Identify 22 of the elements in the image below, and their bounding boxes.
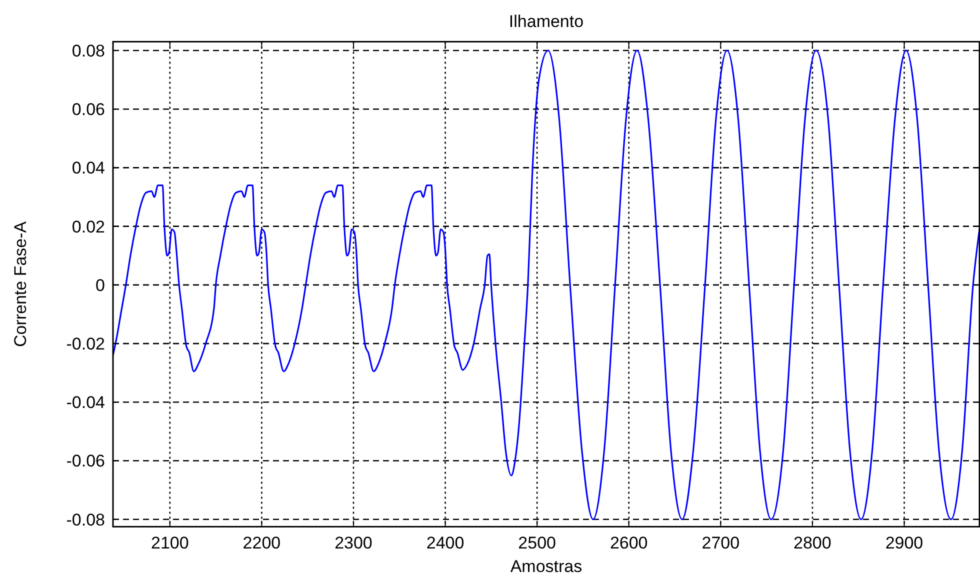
y-tick-label: 0.06 (72, 100, 105, 120)
x-tick-label: 2700 (702, 534, 740, 553)
x-tick-label: 2500 (518, 534, 556, 553)
x-tick-label: 2200 (242, 534, 281, 553)
line-series (113, 50, 980, 520)
chart-title: Ilhamento (508, 12, 584, 31)
x-tick-label: 2400 (426, 534, 464, 553)
y-tick-label: -0.08 (66, 510, 105, 530)
y-tick-label: -0.06 (66, 452, 105, 471)
y-tick-label: -0.04 (66, 393, 105, 412)
x-tick-label: 2600 (610, 534, 648, 553)
y-tick-label: 0.02 (72, 217, 105, 236)
y-tick-label: -0.02 (66, 334, 105, 354)
x-axis-title: Amostras (510, 557, 582, 576)
y-tick-label: 0.04 (72, 158, 105, 178)
x-tick-label: 2300 (334, 534, 372, 553)
y-axis-title: Corrente Fase-A (11, 220, 30, 348)
x-tick-label: 2800 (794, 534, 832, 553)
y-tick-label: 0 (96, 276, 105, 295)
x-tick-label: 2900 (885, 534, 924, 553)
x-tick-label: 2100 (150, 534, 189, 553)
y-tick-label: 0.08 (72, 41, 105, 60)
